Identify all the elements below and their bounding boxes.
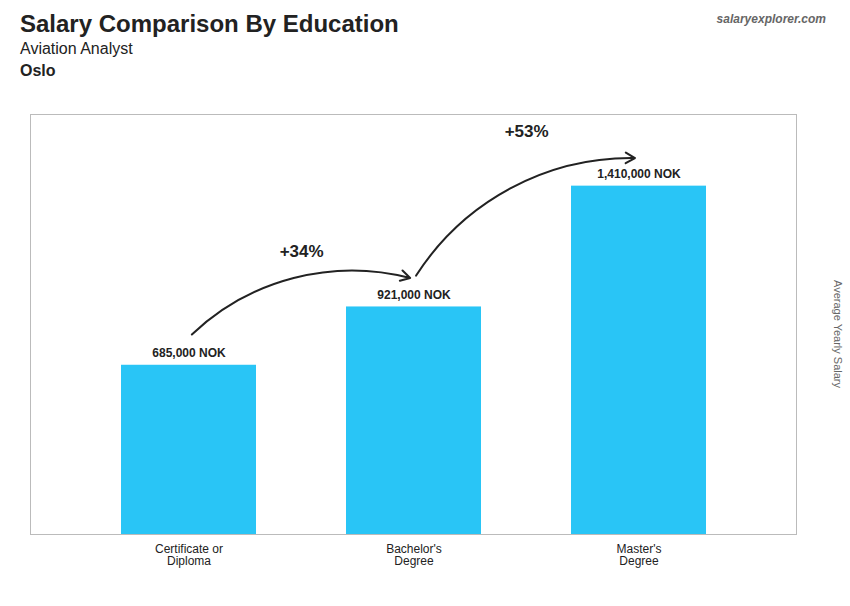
svg-text:685,000 NOK: 685,000 NOK: [152, 346, 226, 360]
html-text:Aviation Analyst: Aviation Analyst: [20, 40, 133, 57]
svg-text:+53%: +53%: [505, 122, 549, 141]
svg-text:+34%: +34%: [280, 242, 324, 261]
svg-text:Master'sDegree: Master'sDegree: [617, 542, 662, 568]
html-text:Average Yearly Salary: Average Yearly Salary: [832, 280, 844, 388]
html-text:Oslo: Oslo: [20, 62, 56, 79]
html-text:Salary Comparison By Education: Salary Comparison By Education: [20, 10, 399, 37]
svg-text:921,000 NOK: 921,000 NOK: [377, 288, 451, 302]
svg-text:1,410,000 NOK: 1,410,000 NOK: [597, 167, 681, 181]
html-text:salaryexplorer.com: salaryexplorer.com: [716, 12, 826, 26]
svg-text:Bachelor'sDegree: Bachelor'sDegree: [386, 542, 442, 568]
svg-text:Certificate orDiploma: Certificate orDiploma: [155, 542, 223, 568]
